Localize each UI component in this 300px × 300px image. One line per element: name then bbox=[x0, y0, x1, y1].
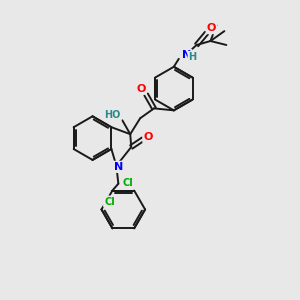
Text: Cl: Cl bbox=[123, 178, 134, 188]
Text: Cl: Cl bbox=[104, 196, 115, 206]
Text: N: N bbox=[182, 50, 191, 60]
Text: O: O bbox=[143, 132, 153, 142]
Text: N: N bbox=[114, 162, 123, 172]
Text: O: O bbox=[136, 84, 146, 94]
Text: H: H bbox=[189, 52, 197, 62]
Text: HO: HO bbox=[104, 110, 121, 120]
Text: O: O bbox=[207, 23, 216, 33]
